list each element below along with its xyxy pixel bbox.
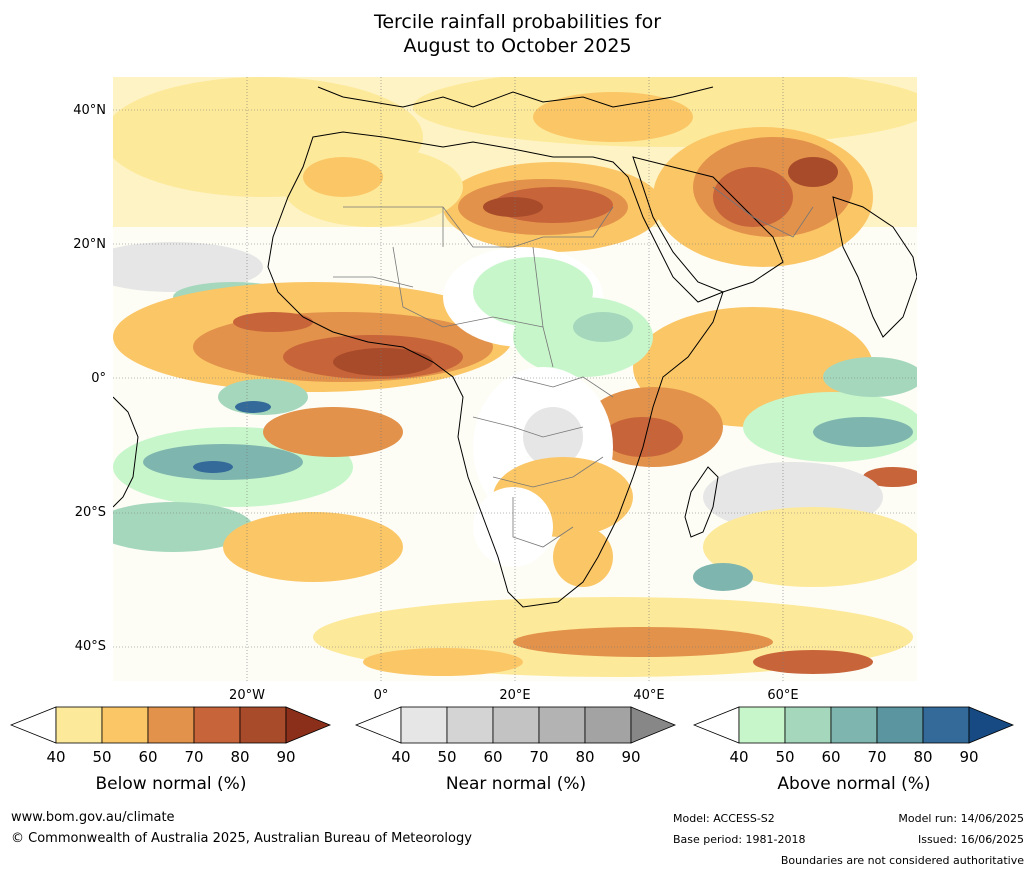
colorbar-near-normal-segment [584,706,632,744]
colorbar-near-normal-tick: 90 [621,748,641,766]
india-coast [832,196,917,338]
colorbar-near-normal-tick: 70 [529,748,549,766]
colorbar-above-normal-segment [830,706,878,744]
colorbar-below-normal-segment [193,706,241,744]
title-line-1: Tercile rainfall probabilities for [373,11,662,33]
colorbar-below-normal-low-arrow [9,706,57,744]
colorbar-below-normal-high-arrow [285,706,332,744]
country-borders [333,186,814,548]
colorbar-below-normal-segment [147,706,195,744]
footer-disclaimer: Boundaries are not considered authoritat… [780,854,1024,867]
colorbar-above-normal-segment [922,706,970,744]
footer-copyright: © Commonwealth of Australia 2025, Austra… [11,831,472,846]
colorbar-above-normal-segment [784,706,832,744]
colorbar-above-normal-tick: 90 [959,748,979,766]
colorbar-above-normal-segment [876,706,924,744]
europe-coast [317,86,714,108]
colorbar-above-normal-tick: 80 [913,748,933,766]
colorbar-below-normal-swatches [9,706,332,744]
lon-label-20w: 20°W [229,688,265,703]
lon-label-20e: 20°E [499,688,531,703]
colorbar-above-normal-swatches [692,706,1015,744]
colorbar-above-normal-segment [738,706,786,744]
arabia-coast [632,156,784,293]
colorbar-above-normal-tick: 50 [775,748,795,766]
colorbar-below-normal: 40 50 60 70 80 90 Below normal (%) [9,706,332,794]
map-title: Tercile rainfall probabilities for Augus… [0,10,1035,58]
lon-label-60e: 60°E [767,688,799,703]
lat-label-40n: 40°N [73,103,106,118]
colorbar-below-normal-title: Below normal (%) [95,774,247,794]
colorbar-below-normal-tick: 90 [276,748,296,766]
colorbar-below-normal-segment [239,706,287,744]
footer-base-period: Base period: 1981-2018 [673,833,806,846]
footer-model-run: Model run: 14/06/2025 [898,812,1024,825]
colorbar-near-normal-segment [492,706,540,744]
graticule [113,77,917,681]
colorbar-near-normal-tick: 80 [575,748,595,766]
colorbar-below-normal-tick: 50 [92,748,112,766]
footer-issued: Issued: 16/06/2025 [917,833,1024,846]
colorbar-above-normal-tick: 60 [821,748,841,766]
title-line-2: August to October 2025 [403,35,632,57]
colorbar-near-normal-ticks: 40 50 60 70 80 90 [355,748,677,770]
colorbar-near-normal-tick: 60 [483,748,503,766]
africa-coast [267,131,724,608]
colorbar-near-normal-high-arrow [630,706,677,744]
colorbar-near-normal-tick: 40 [391,748,411,766]
lat-label-20n: 20°N [73,237,106,252]
colorbar-near-normal-tick: 50 [437,748,457,766]
colorbar-above-normal-tick: 40 [729,748,749,766]
probability-map [113,77,917,681]
lat-label-40s: 40°S [74,639,106,654]
colorbar-below-normal-tick: 80 [230,748,250,766]
colorbar-near-normal-swatches [354,706,677,744]
lon-label-0: 0° [373,688,389,703]
colorbar-below-normal-segment [55,706,103,744]
colorbar-near-normal-low-arrow [354,706,402,744]
colorbar-near-normal: 40 50 60 70 80 90 Near normal (%) [354,706,677,794]
colorbar-below-normal-tick: 70 [184,748,204,766]
footer-website[interactable]: www.bom.gov.au/climate [11,810,175,825]
colorbar-below-normal-tick: 40 [46,748,66,766]
colorbar-above-normal-low-arrow [692,706,740,744]
footer-model: Model: ACCESS-S2 [673,812,775,825]
colorbar-near-normal-segment [400,706,448,744]
colorbar-near-normal-segment [538,706,586,744]
colorbar-above-normal-title: Above normal (%) [777,774,931,794]
colorbar-above-normal-tick: 70 [867,748,887,766]
map-canvas [113,77,917,681]
lat-label-20s: 20°S [74,505,106,520]
colorbar-near-normal-title: Near normal (%) [445,774,587,794]
colorbar-below-normal-segment [101,706,149,744]
colorbar-above-normal: 40 50 60 70 80 90 Above normal (%) [692,706,1015,794]
south-america-coast [113,396,139,508]
colorbar-above-normal-ticks: 40 50 60 70 80 90 [693,748,1015,770]
colorbar-near-normal-segment [446,706,494,744]
colorbar-below-normal-tick: 60 [138,748,158,766]
madagascar-coast [684,466,719,538]
colorbar-below-normal-ticks: 40 50 60 70 80 90 [10,748,332,770]
colorbar-above-normal-high-arrow [968,706,1015,744]
lon-label-40e: 40°E [633,688,665,703]
coastlines [113,86,917,608]
lat-label-equator: 0° [91,371,106,386]
